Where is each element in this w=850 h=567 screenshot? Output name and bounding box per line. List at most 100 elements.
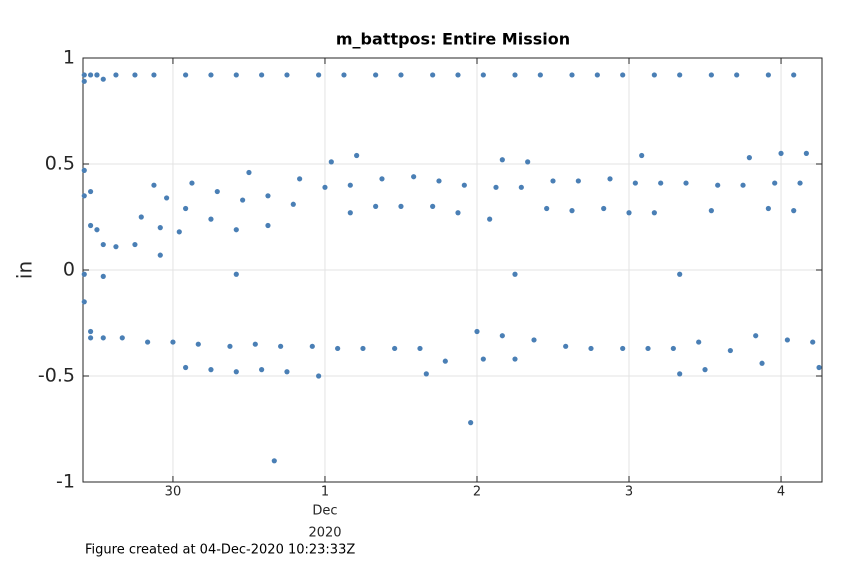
point bbox=[88, 222, 94, 229]
point bbox=[240, 197, 246, 203]
point bbox=[398, 203, 404, 209]
point bbox=[753, 333, 759, 339]
point bbox=[373, 72, 379, 78]
point bbox=[189, 180, 195, 186]
point bbox=[670, 345, 676, 352]
point bbox=[297, 176, 303, 182]
point bbox=[208, 216, 214, 222]
point bbox=[309, 343, 315, 349]
point bbox=[88, 328, 94, 335]
point bbox=[417, 345, 423, 352]
point bbox=[233, 227, 239, 233]
point bbox=[677, 72, 683, 78]
point bbox=[341, 72, 347, 78]
point bbox=[100, 273, 106, 279]
point bbox=[569, 72, 575, 78]
point bbox=[227, 343, 233, 349]
point bbox=[132, 72, 138, 78]
point bbox=[347, 210, 353, 216]
point bbox=[379, 176, 385, 182]
point bbox=[411, 174, 417, 180]
point bbox=[702, 367, 708, 373]
point bbox=[816, 364, 822, 371]
point bbox=[246, 169, 252, 176]
x-year-label: 2020 bbox=[308, 526, 341, 541]
point bbox=[423, 371, 429, 377]
x-tick-label: 1 bbox=[321, 485, 329, 500]
point bbox=[392, 345, 398, 352]
point bbox=[696, 339, 702, 345]
point bbox=[708, 208, 714, 214]
y-tick-label: 1 bbox=[63, 47, 75, 69]
point bbox=[259, 367, 265, 373]
point bbox=[499, 157, 505, 163]
point bbox=[354, 152, 360, 159]
point bbox=[100, 76, 106, 82]
point bbox=[677, 271, 683, 277]
point bbox=[138, 214, 144, 220]
x-tick-label: 3 bbox=[625, 485, 633, 500]
x-tick-label: 30 bbox=[165, 485, 182, 500]
point bbox=[290, 201, 296, 207]
point bbox=[316, 72, 322, 78]
point bbox=[151, 72, 157, 78]
point bbox=[512, 356, 518, 362]
point bbox=[632, 180, 638, 186]
point bbox=[208, 367, 214, 373]
point bbox=[651, 72, 657, 78]
point bbox=[170, 339, 176, 345]
point bbox=[759, 360, 765, 366]
point bbox=[157, 252, 163, 258]
point bbox=[651, 210, 657, 216]
point bbox=[271, 458, 277, 464]
y-axis-label: in bbox=[13, 261, 37, 279]
point bbox=[455, 210, 461, 216]
point bbox=[81, 271, 87, 277]
point bbox=[480, 72, 486, 78]
point bbox=[784, 337, 790, 343]
point bbox=[81, 299, 87, 305]
point bbox=[639, 152, 645, 159]
point bbox=[708, 72, 714, 78]
point bbox=[436, 178, 442, 184]
y-tick-label: -1 bbox=[56, 471, 75, 493]
point bbox=[474, 328, 480, 335]
point bbox=[493, 184, 499, 190]
point bbox=[778, 150, 784, 156]
point bbox=[594, 72, 600, 78]
point bbox=[113, 72, 119, 78]
point bbox=[537, 72, 543, 78]
point bbox=[683, 180, 689, 186]
point bbox=[563, 343, 569, 349]
point bbox=[430, 72, 436, 78]
y-tick-label: -0.5 bbox=[38, 365, 75, 387]
point bbox=[183, 205, 189, 212]
point bbox=[278, 343, 284, 349]
point bbox=[601, 205, 607, 212]
point bbox=[455, 72, 461, 78]
point bbox=[233, 72, 239, 78]
point bbox=[81, 72, 87, 78]
point bbox=[265, 222, 271, 229]
point bbox=[461, 182, 467, 188]
point bbox=[100, 241, 106, 248]
footer: Figure created at 04-Dec-2020 10:23:33Z bbox=[85, 543, 355, 558]
point bbox=[746, 155, 752, 161]
point bbox=[81, 78, 87, 84]
point bbox=[544, 205, 550, 212]
point bbox=[195, 341, 201, 347]
point bbox=[265, 193, 271, 199]
point bbox=[94, 72, 100, 78]
point bbox=[512, 271, 518, 277]
point bbox=[164, 195, 170, 201]
point bbox=[588, 345, 594, 352]
point bbox=[322, 184, 328, 190]
point bbox=[525, 159, 531, 165]
point bbox=[620, 72, 626, 78]
point bbox=[607, 176, 613, 182]
point bbox=[531, 337, 537, 343]
point bbox=[100, 335, 106, 341]
point bbox=[113, 244, 119, 250]
